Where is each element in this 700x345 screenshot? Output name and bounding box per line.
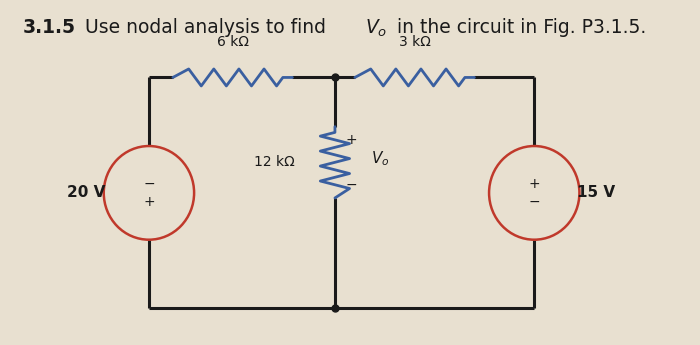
Text: +: + bbox=[346, 133, 358, 147]
Text: $V_o$: $V_o$ bbox=[372, 150, 390, 168]
Text: 12 kΩ: 12 kΩ bbox=[254, 155, 295, 169]
Text: 3.1.5: 3.1.5 bbox=[22, 18, 76, 37]
Text: 3 kΩ: 3 kΩ bbox=[399, 34, 430, 49]
Text: 6 kΩ: 6 kΩ bbox=[216, 34, 248, 49]
Text: $V_o$: $V_o$ bbox=[365, 18, 387, 39]
Text: 20 V: 20 V bbox=[67, 185, 106, 200]
Text: −: − bbox=[528, 195, 540, 209]
Text: in the circuit in Fig. P3.1.5.: in the circuit in Fig. P3.1.5. bbox=[391, 18, 647, 37]
Text: −: − bbox=[143, 177, 155, 191]
Text: −: − bbox=[346, 177, 358, 191]
Text: +: + bbox=[143, 195, 155, 209]
Text: 15 V: 15 V bbox=[578, 185, 615, 200]
Text: Use nodal analysis to find: Use nodal analysis to find bbox=[79, 18, 332, 37]
Text: +: + bbox=[528, 177, 540, 191]
